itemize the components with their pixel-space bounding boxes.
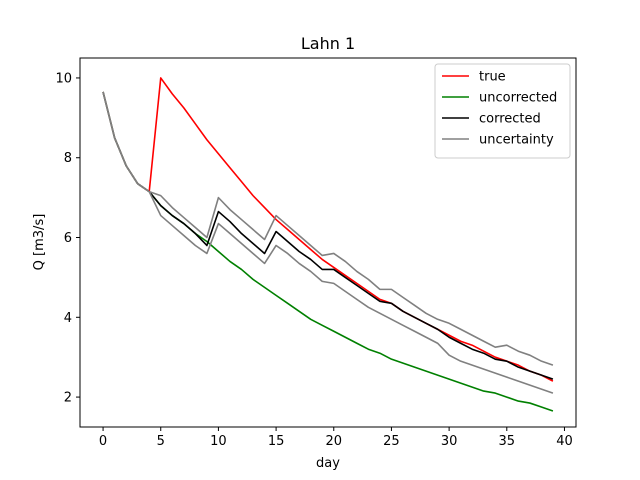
y-axis: 2 4 6 8 10 <box>55 71 80 406</box>
y-tick-label: 4 <box>64 311 72 326</box>
x-axis-label: day <box>316 456 340 471</box>
y-tick-label: 8 <box>64 151 72 166</box>
x-tick-label: 40 <box>556 434 573 449</box>
series-line-uncertainty <box>102 91 554 366</box>
x-axis: 0 5 10 15 20 25 30 35 40 <box>99 427 573 449</box>
x-tick-label: 15 <box>268 434 285 449</box>
series-line-band-4 <box>102 91 554 394</box>
plot-series <box>102 77 554 412</box>
y-tick-label: 6 <box>64 231 72 246</box>
series-line-corrected <box>102 91 554 380</box>
x-tick-label: 30 <box>441 434 458 449</box>
plot-frame <box>79 57 577 428</box>
legend-label-uncorrected: uncorrected <box>479 91 557 106</box>
x-tick-label: 0 <box>99 434 107 449</box>
x-tick-label: 35 <box>499 434 516 449</box>
legend-box <box>434 63 571 159</box>
x-tick-label: 5 <box>157 434 165 449</box>
y-tick-label: 10 <box>55 71 72 86</box>
chart-title: Lahn 1 <box>301 34 355 53</box>
series-line-true <box>102 77 554 382</box>
y-tick-label: 2 <box>64 391 72 406</box>
x-tick-label: 20 <box>325 434 342 449</box>
legend-label-true: true <box>479 70 506 85</box>
y-axis-label: Q [m3/s] <box>32 214 47 271</box>
x-tick-label: 10 <box>210 434 227 449</box>
legend-label-uncertainty: uncertainty <box>479 133 554 148</box>
x-tick-label: 25 <box>383 434 400 449</box>
legend-label-corrected: corrected <box>479 112 541 127</box>
legend: true uncorrected corrected uncertainty <box>434 63 571 159</box>
